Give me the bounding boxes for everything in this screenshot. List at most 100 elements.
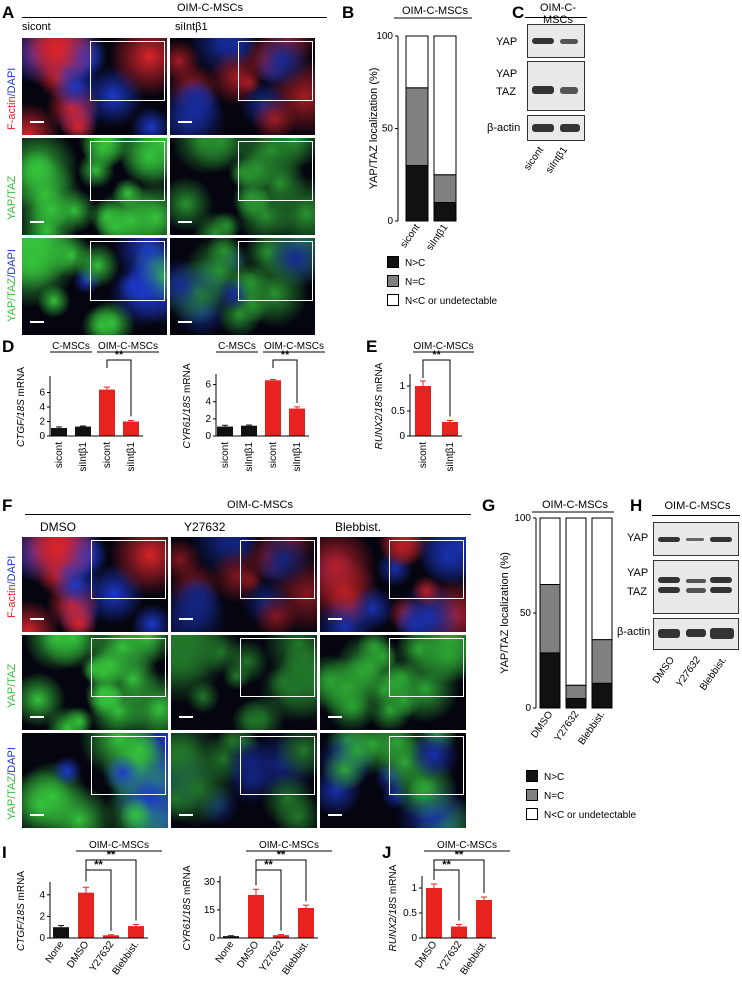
bar-Blebbist.-2 bbox=[591, 517, 613, 641]
bar-siIntβ1 bbox=[289, 408, 305, 436]
x-tick-label: sicont bbox=[54, 442, 65, 468]
zoom-inset-box bbox=[389, 736, 464, 795]
sig-mark: ** bbox=[115, 349, 124, 361]
legend-eq-g: N=C bbox=[526, 789, 564, 802]
micrograph-gridF-r1-c1 bbox=[171, 635, 317, 730]
sig-bracket bbox=[106, 359, 132, 417]
chart-d1: 0 2 4 6 sicont siIntβ1 sicont siIntβ1 CTGF/18S m… bbox=[16, 341, 159, 472]
y-tick-label: 6 bbox=[205, 380, 211, 391]
sig-bracket bbox=[433, 869, 460, 921]
bar-Blebbist. bbox=[298, 908, 314, 938]
group-label: OIM-C-MSCs bbox=[414, 341, 474, 352]
x-tick-label: siIntβ1 bbox=[292, 442, 303, 472]
y-tick-label: 0 bbox=[205, 431, 211, 442]
scale-bar bbox=[328, 618, 342, 620]
sig-mark: ** bbox=[442, 859, 451, 871]
bar-siIntβ1 bbox=[241, 425, 257, 436]
zoom-inset-box bbox=[91, 736, 166, 795]
zoom-inset-box bbox=[389, 638, 464, 697]
bar-siIntβ1-0 bbox=[433, 202, 457, 222]
sig-bracket bbox=[422, 359, 451, 417]
wb-label-yap-h: YAP bbox=[627, 532, 649, 544]
col-label-y27632: Y27632 bbox=[184, 520, 226, 534]
panel-label-a: A bbox=[2, 3, 15, 22]
row-label-yaptaz-dapi-f: YAP/TAZ/DAPI bbox=[6, 747, 18, 820]
row-label-yaptaz: YAP/TAZ bbox=[6, 175, 18, 220]
y-axis-label: RUNX2/18S mRNA bbox=[388, 864, 399, 951]
wb-label-taz-h: TAZ bbox=[627, 586, 647, 598]
y-tick-label: 0 bbox=[399, 431, 405, 442]
y-tick-label: 30 bbox=[204, 877, 216, 888]
sig-mark: ** bbox=[277, 849, 286, 861]
bar-sicont bbox=[217, 426, 233, 436]
sig-mark: ** bbox=[281, 349, 290, 361]
y-axis-label: CTGF/18S mRNA bbox=[16, 871, 27, 951]
y-tick-label: 2 bbox=[39, 911, 45, 922]
row-label-yaptaz-f: YAP/TAZ bbox=[6, 663, 18, 708]
zoom-inset-box bbox=[240, 540, 315, 599]
scale-bar bbox=[30, 716, 44, 718]
wb-label-yap-c: YAP bbox=[496, 36, 518, 48]
group-label: C-MSCs bbox=[218, 341, 256, 352]
panel-label-h: H bbox=[630, 496, 643, 515]
x-tick-label: Blebbist. bbox=[576, 709, 607, 747]
group-label-f: OIM-C-MSCs bbox=[227, 499, 293, 511]
y-tick-label: 0 bbox=[209, 933, 215, 944]
zoom-inset-box bbox=[238, 141, 313, 201]
zoom-inset-box bbox=[238, 41, 313, 101]
zoom-inset-box bbox=[90, 41, 165, 101]
x-tick-label: None bbox=[44, 939, 67, 965]
bar-sicont-2 bbox=[405, 35, 429, 89]
x-tick-label: DMSO bbox=[529, 709, 555, 740]
x-tick-label: DMSO bbox=[65, 939, 91, 970]
blot-actin-h bbox=[653, 618, 739, 650]
sig-mark: ** bbox=[94, 859, 103, 871]
micrograph-gridF-r2-c2 bbox=[320, 733, 466, 828]
legend-eq-b: N=C bbox=[387, 275, 425, 288]
chart-title: OIM-C-MSCs bbox=[402, 5, 468, 17]
x-tick-label: DMSO bbox=[413, 939, 439, 970]
group-label-a: OIM-C-MSCs bbox=[177, 2, 243, 14]
bar-siIntβ1 bbox=[75, 426, 91, 436]
x-tick-label: sicont bbox=[102, 442, 113, 468]
scale-bar bbox=[30, 121, 44, 123]
bar-DMSO bbox=[78, 892, 94, 938]
y-tick-label: 0 bbox=[39, 431, 45, 442]
micrograph-gridF-r0-c0 bbox=[22, 537, 168, 632]
legend-cn-g: N<C or undetectable bbox=[526, 808, 636, 821]
y-axis-label: CYR61/18S mRNA bbox=[182, 865, 193, 950]
y-tick-label: 100 bbox=[376, 31, 393, 42]
scale-bar bbox=[178, 321, 192, 323]
panel-label-j: J bbox=[382, 843, 392, 862]
bar-Y27632 bbox=[451, 926, 467, 938]
bar-DMSO-2 bbox=[539, 517, 561, 585]
bar-Blebbist.-1 bbox=[591, 639, 613, 684]
bar-sicont bbox=[51, 428, 67, 436]
sig-mark: ** bbox=[264, 859, 273, 871]
y-tick-label: 0 bbox=[39, 933, 45, 944]
zoom-inset-box bbox=[240, 638, 315, 697]
micrograph-gridA-r1-c1 bbox=[170, 138, 315, 235]
y-tick-label: 50 bbox=[382, 124, 394, 135]
blot-yap bbox=[527, 24, 585, 58]
bar-Y27632-1 bbox=[565, 684, 587, 699]
y-tick-label: 6 bbox=[39, 388, 45, 399]
x-tick-label: sicont bbox=[398, 222, 422, 250]
x-tick-label: DMSO bbox=[235, 939, 261, 970]
scale-bar bbox=[179, 618, 193, 620]
micrograph-gridF-r2-c1 bbox=[171, 733, 317, 828]
bar-Blebbist. bbox=[476, 900, 492, 938]
sig-mark: ** bbox=[107, 849, 116, 861]
panel-label-g: G bbox=[482, 496, 496, 515]
micrograph-gridF-r1-c0 bbox=[22, 635, 168, 730]
y-axis-label: CTGF/18S mRNA bbox=[16, 367, 27, 447]
y-tick-label: 0.5 bbox=[391, 406, 405, 417]
col-label-dmso: DMSO bbox=[40, 520, 76, 534]
bar-Y27632-2 bbox=[565, 517, 587, 686]
x-tick-label: siIntβ1 bbox=[244, 442, 255, 472]
sig-mark: ** bbox=[432, 349, 441, 361]
chart-title: OIM-C-MSCs bbox=[542, 499, 608, 511]
sig-bracket bbox=[272, 359, 298, 403]
sig-bracket bbox=[255, 869, 282, 931]
y-tick-label: 1 bbox=[399, 381, 405, 392]
